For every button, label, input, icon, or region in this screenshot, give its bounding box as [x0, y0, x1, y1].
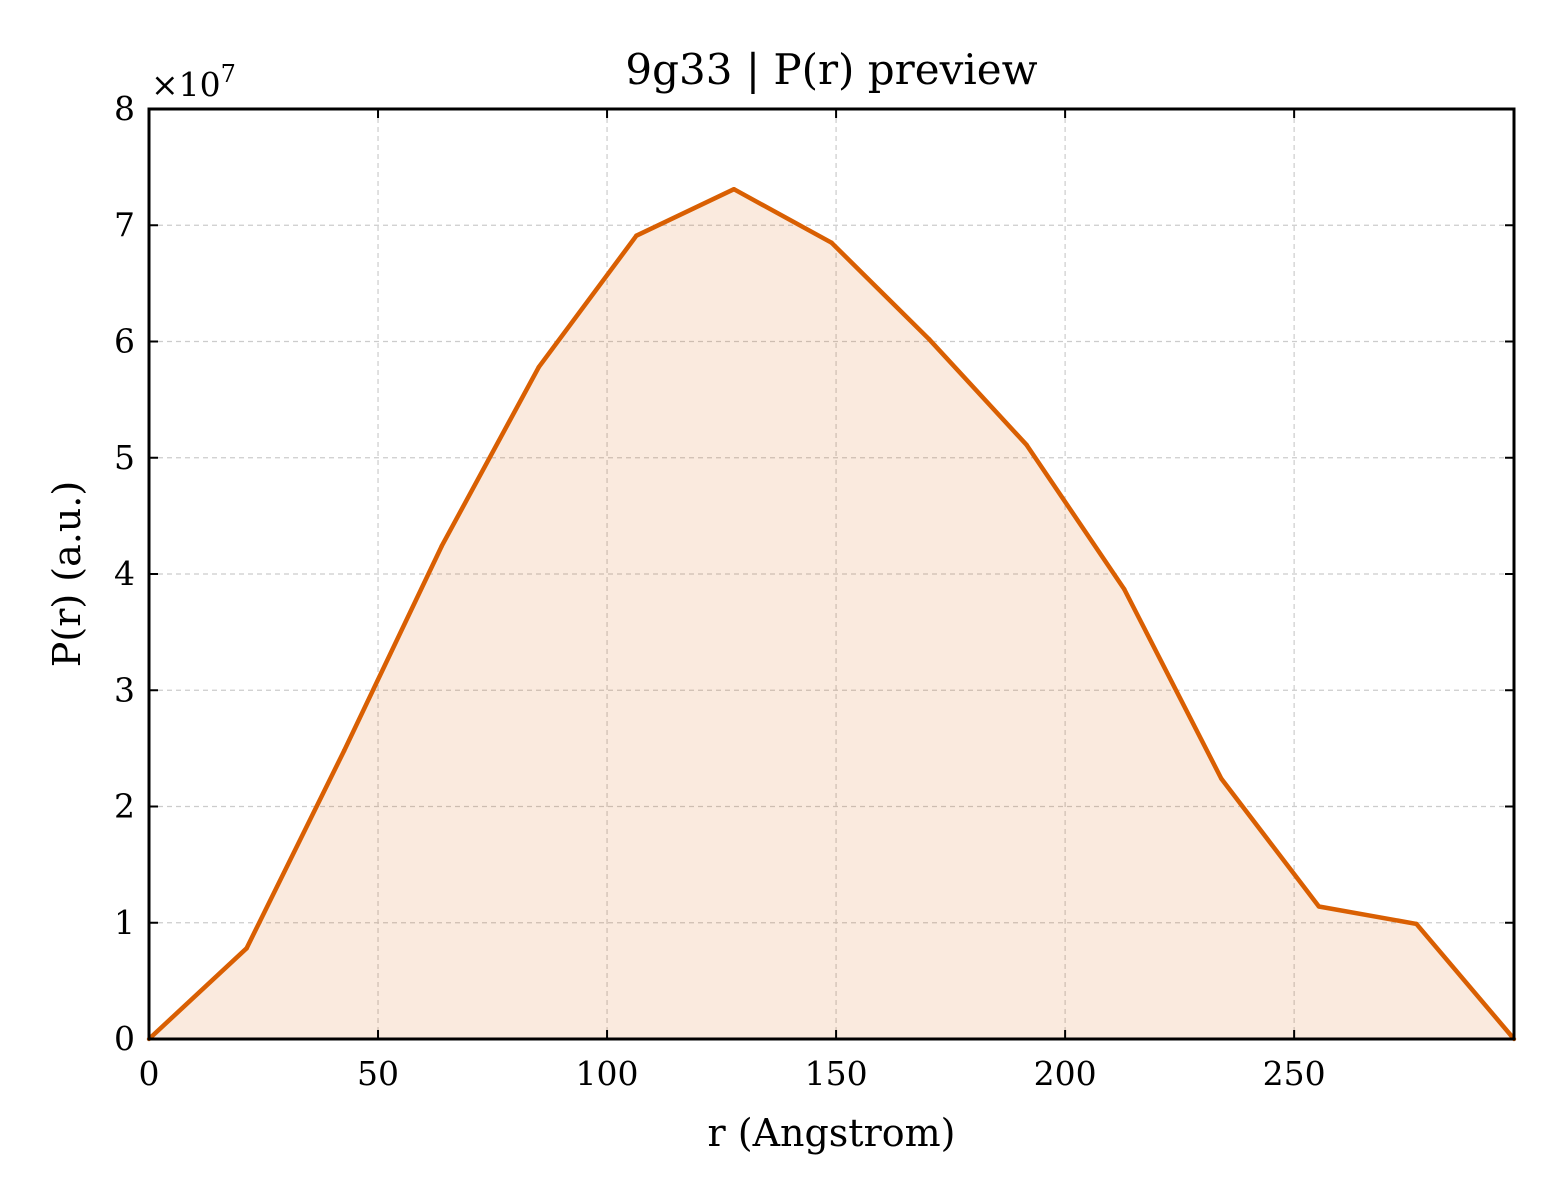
- y-tick-label-1: 1: [114, 903, 135, 942]
- y-axis-multiplier: ×107: [151, 60, 236, 104]
- data-point-13: [1414, 921, 1419, 927]
- ticks: 0 50 100 150 200 250 0 1 2 3 4 5 6 7 8: [114, 89, 1514, 1093]
- y-tick-label-7: 7: [114, 205, 135, 244]
- data-point-7: [829, 240, 834, 245]
- x-tick-label-2: 100: [576, 1054, 639, 1093]
- data-point-6: [731, 187, 737, 192]
- area-fill: [149, 189, 1514, 1039]
- data-point-12: [1316, 904, 1322, 909]
- data-point-2: [341, 748, 347, 753]
- y-tick-label-4: 4: [114, 554, 135, 593]
- y-tick-label-2: 2: [114, 787, 135, 826]
- data-point-9: [1024, 442, 1029, 448]
- data-point-5: [634, 233, 639, 238]
- data-point-3: [439, 543, 444, 549]
- data-point-4: [536, 364, 541, 370]
- data-point-8: [926, 336, 932, 342]
- data-point-11: [1219, 776, 1224, 781]
- y-tick-label-8: 8: [114, 89, 135, 128]
- x-tick-label-1: 50: [357, 1054, 399, 1093]
- y-multiplier-base: ×10: [151, 65, 221, 104]
- y-multiplier-exponent: 7: [221, 60, 236, 88]
- data-point-10: [1122, 586, 1127, 592]
- x-axis-title: r (Angstrom): [708, 1111, 956, 1155]
- x-tick-label-3: 150: [805, 1054, 868, 1093]
- y-tick-label-5: 5: [114, 438, 135, 477]
- chart-title: 9g33 | P(r) preview: [625, 45, 1037, 94]
- y-tick-label-3: 3: [114, 670, 135, 709]
- x-tick-label-0: 0: [139, 1054, 160, 1093]
- y-axis-title: P(r) (a.u.): [45, 481, 89, 667]
- y-tick-label-0: 0: [114, 1019, 135, 1058]
- x-tick-label-5: 250: [1263, 1054, 1326, 1093]
- data-point-1: [244, 946, 249, 951]
- y-tick-label-6: 6: [114, 322, 135, 361]
- x-tick-label-4: 200: [1034, 1054, 1097, 1093]
